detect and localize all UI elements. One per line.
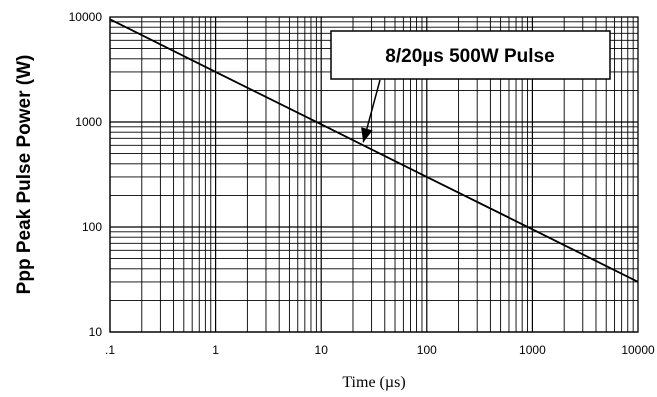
annotation-arrow-head: [361, 127, 373, 143]
x-tick-label: 100: [417, 343, 437, 357]
y-tick-label: 10: [89, 325, 103, 339]
x-tick-label: 1000: [519, 343, 546, 357]
plot-frame: [109, 16, 639, 333]
series-layer: [109, 18, 639, 283]
annotation: 8/20µs 500W Pulse: [330, 30, 611, 143]
y-tick-label: 1000: [75, 115, 102, 129]
x-tick-labels: .1 1 10 100 1000 10000: [105, 343, 655, 357]
y-axis-label: Ppp Peak Pulse Power (W): [14, 55, 35, 295]
y-tick-label: 100: [82, 220, 102, 234]
x-axis-label: Time (µs): [342, 374, 405, 391]
y-tick-label: 10000: [69, 10, 103, 24]
y-tick-labels: 10 100 1000 10000: [69, 10, 103, 339]
annotation-box: [330, 30, 611, 80]
x-tick-label: 10000: [621, 343, 655, 357]
annotation-text: 8/20µs 500W Pulse: [385, 46, 554, 67]
x-tick-label: 10: [315, 343, 329, 357]
series-line: [109, 18, 639, 283]
x-tick-label: 1: [212, 343, 219, 357]
x-tick-label: .1: [105, 343, 115, 357]
